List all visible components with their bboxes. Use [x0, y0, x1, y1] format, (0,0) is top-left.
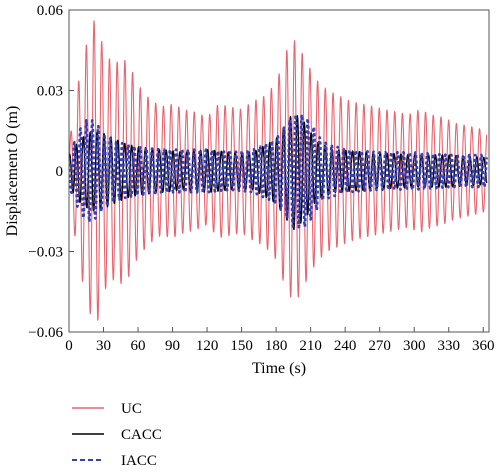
y-tick-label: 0.03 — [37, 84, 63, 100]
x-tick-label: 150 — [230, 338, 253, 354]
y-tick-label: −0.06 — [28, 325, 63, 341]
x-tick-label: 210 — [299, 338, 322, 354]
x-tick-label: 330 — [437, 338, 460, 354]
series-layer — [69, 20, 488, 321]
x-tick-label: 270 — [368, 338, 391, 354]
y-tick-label: −0.03 — [28, 245, 63, 261]
x-tick-label: 60 — [131, 338, 146, 354]
x-tick-label: 240 — [334, 338, 357, 354]
legend: UC CACC IACC — [72, 401, 162, 469]
legend-label-cacc: CACC — [121, 427, 162, 443]
legend-label-iacc: IACC — [121, 453, 157, 469]
x-tick-label: 0 — [65, 338, 73, 354]
x-tick-label: 90 — [165, 338, 180, 354]
x-tick-label: 360 — [472, 338, 495, 354]
y-tick-label: 0.06 — [37, 3, 64, 19]
x-tick-label: 300 — [403, 338, 426, 354]
x-tick-label: 180 — [265, 338, 288, 354]
x-tick-label: 30 — [96, 338, 111, 354]
legend-label-uc: UC — [121, 401, 142, 417]
x-axis-title: Time (s) — [252, 360, 306, 377]
ticks-layer: 0 30 60 90 120 150 180 210 240 270 300 330 360 0.06 0.… — [28, 3, 494, 354]
y-tick-label: 0 — [56, 164, 64, 180]
y-axis-title: Displacement O (m) — [4, 106, 21, 237]
x-tick-label: 120 — [196, 338, 219, 354]
series-line-iacc — [69, 113, 488, 229]
